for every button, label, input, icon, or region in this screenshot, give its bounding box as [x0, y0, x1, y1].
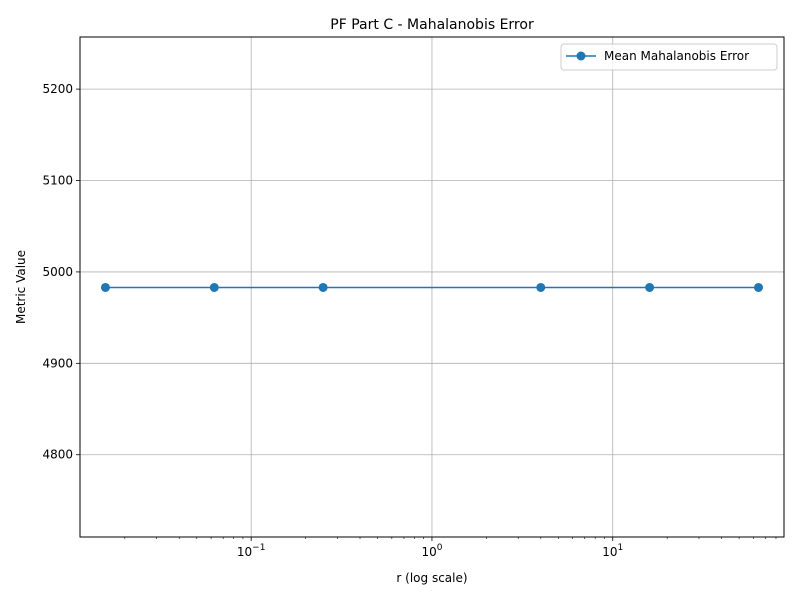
series-layer [100, 282, 763, 292]
data-point [753, 282, 763, 292]
x-tick-label: 10−1 [237, 543, 266, 559]
plot-frame [79, 36, 785, 538]
data-point [100, 282, 110, 292]
x-axis-label: r (log scale) [396, 571, 467, 585]
y-axis-label: Metric Value [14, 250, 28, 324]
legend: Mean Mahalanobis Error [560, 43, 778, 71]
y-tick-label: 5200 [42, 82, 73, 96]
data-point [209, 282, 219, 292]
y-tick-label: 5000 [42, 265, 73, 279]
data-point [318, 282, 328, 292]
y-tick-label: 4900 [42, 356, 73, 370]
y-tick-label: 5100 [42, 174, 73, 188]
x-tick-label: 100 [421, 543, 442, 559]
axis-ticks: 4800 4900 5000 5100 5200 10−1 100 101 [42, 82, 777, 559]
legend-marker-swatch [576, 51, 586, 61]
y-tick-label: 4800 [42, 448, 73, 462]
x-tick-label: 101 [602, 543, 623, 559]
data-point [536, 282, 546, 292]
chart-title: PF Part C - Mahalanobis Error [330, 17, 534, 33]
legend-box [560, 43, 778, 71]
legend-label: Mean Mahalanobis Error [604, 49, 749, 63]
data-point [645, 282, 655, 292]
